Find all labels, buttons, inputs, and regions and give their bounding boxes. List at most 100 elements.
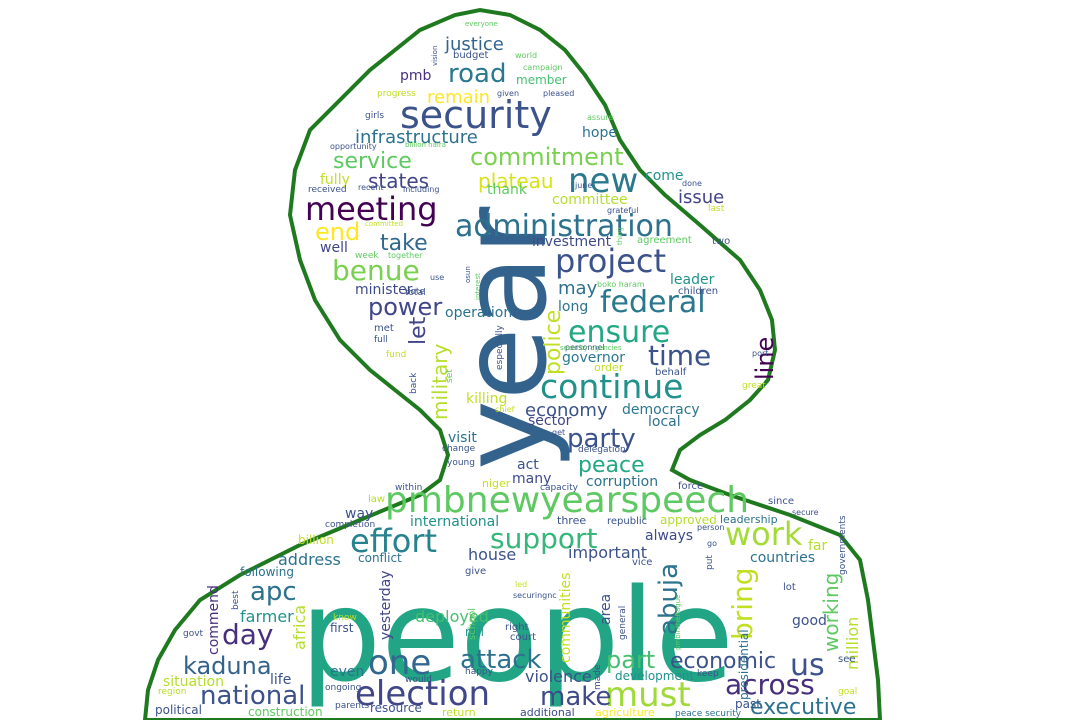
word-may: may: [558, 278, 598, 299]
word-security: security: [400, 93, 552, 137]
word-take: take: [380, 231, 428, 256]
word-pmbnewyearspeech: pmbnewyearspeech: [385, 480, 749, 521]
word-committee: committee: [552, 192, 628, 208]
word-international: international: [410, 514, 499, 530]
word-fund: fund: [386, 350, 406, 360]
person-silhouette-outline: [142, 7, 883, 720]
word-back: back: [409, 372, 419, 394]
word-secure: secure: [792, 508, 819, 517]
word-work: work: [725, 515, 803, 553]
word-even: even: [330, 664, 364, 680]
word-communities: communities: [558, 573, 574, 663]
word-operation: operation: [445, 305, 512, 321]
word-bring: bring: [726, 567, 759, 640]
word-court: court: [510, 632, 536, 643]
word-three: three: [557, 514, 586, 527]
word-full: full: [374, 335, 388, 345]
word-effort: effort: [350, 522, 437, 560]
word-especially: especially: [495, 325, 505, 370]
word-agriculture: agriculture: [595, 706, 655, 719]
word-niger: niger: [482, 477, 511, 490]
word-additional: additional: [520, 706, 575, 719]
word-corruption: corruption: [586, 474, 658, 490]
word-govt: govt: [183, 629, 204, 639]
word-together: together: [388, 251, 423, 260]
word-minister: minister: [355, 282, 413, 298]
word-world: world: [515, 51, 537, 60]
word-set: set: [445, 369, 455, 383]
word-sector: sector: [528, 413, 572, 429]
word-people: people: [300, 562, 734, 711]
word-since: since: [768, 496, 794, 507]
word-act: act: [517, 457, 539, 473]
word-commend: commend: [206, 585, 222, 655]
word-day: day: [222, 618, 274, 651]
word-national: national: [200, 681, 305, 711]
word-fully: fully: [320, 172, 350, 188]
word-house: house: [468, 545, 516, 564]
word-opportunity: opportunity: [330, 142, 377, 151]
word-support: support: [490, 522, 598, 555]
word-million: million: [843, 617, 862, 670]
word-year: year: [435, 206, 573, 470]
word-make: make: [540, 682, 611, 712]
word-week: week: [355, 251, 379, 261]
word-delegation: delegation: [578, 445, 626, 455]
word-development: development: [615, 669, 694, 683]
word-local: local: [648, 414, 681, 430]
word-benue: benue: [332, 254, 420, 287]
word-led: led: [515, 580, 527, 589]
word-billion-naira: billion naira: [405, 141, 446, 149]
word-use: use: [430, 273, 444, 282]
word-economy: economy: [525, 400, 608, 421]
word-important: important: [568, 543, 647, 562]
word-time: time: [648, 339, 711, 372]
word-within: within: [395, 483, 422, 493]
word-give: give: [465, 566, 486, 577]
word-part: part: [606, 646, 655, 674]
word-resource: resource: [370, 701, 422, 715]
word-area: area: [598, 594, 614, 625]
word-completion: completion: [325, 520, 375, 530]
word-issue: issue: [678, 187, 724, 208]
word-attack: attack: [460, 645, 542, 675]
word-received: received: [308, 185, 347, 195]
word-killing: killing: [466, 391, 507, 407]
word-rail: rail: [465, 625, 484, 639]
word-economic: economic: [670, 649, 776, 674]
word-ongoing: ongoing: [325, 683, 361, 693]
word-election: election: [355, 674, 490, 714]
word-hope: hope: [582, 125, 617, 141]
word-girls: girls: [365, 111, 384, 121]
word-keep: keep: [697, 669, 719, 679]
word-met: met: [374, 323, 394, 334]
word-children: children: [678, 286, 718, 297]
word-put: put: [705, 555, 715, 570]
word-governor: governor: [562, 350, 625, 366]
word-campaign: campaign: [523, 63, 562, 72]
word-must: must: [605, 675, 691, 715]
word-peace: peace: [578, 453, 645, 478]
word-presidential: presidential: [737, 629, 751, 700]
word-deployed: deployed: [415, 607, 489, 626]
word-violence: violence: [525, 667, 592, 686]
word-young: young: [447, 458, 475, 468]
word-change: change: [442, 444, 476, 454]
word-last: last: [708, 204, 725, 214]
word-many: many: [512, 471, 551, 487]
word-everyone: everyone: [465, 20, 498, 28]
word-assure: assure: [587, 113, 613, 122]
word-police: police: [541, 310, 566, 375]
word-political: political: [155, 703, 202, 717]
word-given: given: [497, 89, 519, 98]
word-republic: republic: [607, 516, 647, 527]
word-capacity: capacity: [540, 483, 579, 493]
word-chief: chief: [495, 405, 515, 414]
word-security-agencies: security agencies: [560, 344, 622, 352]
word-right: right: [505, 622, 529, 633]
word-member: member: [516, 73, 567, 87]
word-interest: interest: [474, 273, 482, 300]
word-democracy: democracy: [622, 402, 700, 418]
word-governments: governments: [838, 515, 848, 575]
